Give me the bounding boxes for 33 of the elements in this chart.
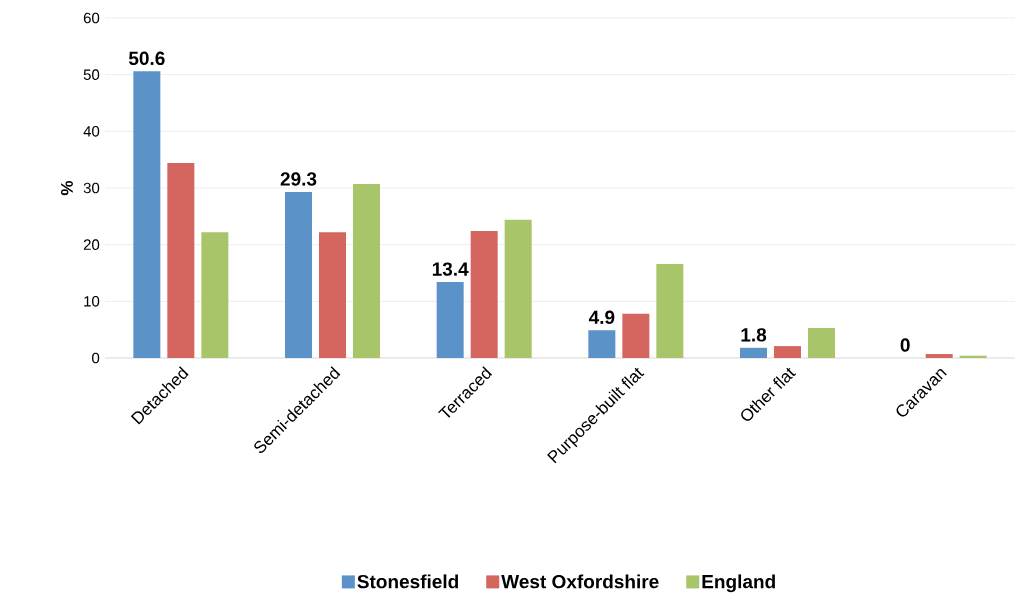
bar	[470, 231, 498, 358]
data-label: 50.6	[128, 51, 165, 66]
legend-label: West Oxfordshire	[501, 574, 659, 589]
data-label: 1.8	[741, 328, 767, 342]
data-label: 13.4	[432, 262, 469, 276]
bar	[353, 184, 380, 358]
bar	[622, 313, 650, 358]
bar	[201, 232, 229, 358]
y-tick-label: 10	[84, 296, 100, 307]
bar	[436, 282, 464, 358]
y-tick-label: 40	[83, 126, 100, 137]
bar	[285, 191, 312, 358]
bar	[504, 219, 532, 358]
data-label: 0	[900, 338, 910, 352]
y-tick-label: 60	[83, 12, 100, 24]
bar	[656, 263, 684, 358]
y-tick-label: 30	[83, 182, 100, 194]
bar	[319, 232, 346, 358]
y-axis-title: %	[60, 180, 73, 196]
legend-label: England	[702, 574, 775, 593]
bar	[774, 346, 802, 358]
data-label: 4.9	[588, 310, 615, 325]
y-tick-label: 50	[83, 69, 100, 80]
legend-label: Stonesfield	[357, 574, 458, 589]
bar	[167, 163, 195, 358]
bar	[925, 354, 953, 358]
data-label: 29.3	[280, 172, 317, 186]
bar	[588, 330, 616, 358]
bar	[133, 71, 161, 358]
bar	[808, 327, 836, 358]
y-tick-label: 20	[83, 239, 100, 250]
bar	[740, 347, 768, 358]
y-tick-label: 0	[92, 352, 100, 364]
